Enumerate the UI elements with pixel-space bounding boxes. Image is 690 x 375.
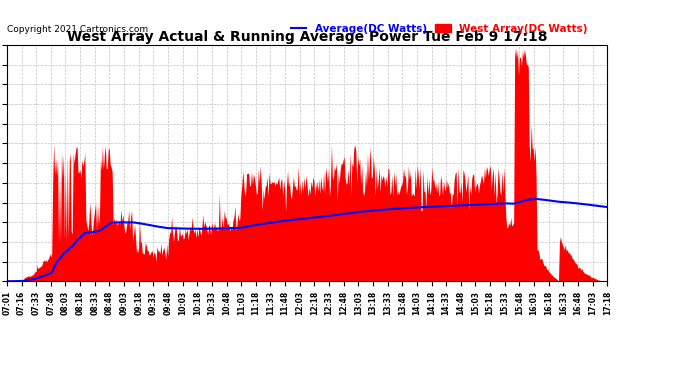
Title: West Array Actual & Running Average Power Tue Feb 9 17:18: West Array Actual & Running Average Powe… [67, 30, 547, 44]
Legend: Average(DC Watts), West Array(DC Watts): Average(DC Watts), West Array(DC Watts) [286, 20, 592, 38]
Text: Copyright 2021 Cartronics.com: Copyright 2021 Cartronics.com [7, 25, 148, 34]
